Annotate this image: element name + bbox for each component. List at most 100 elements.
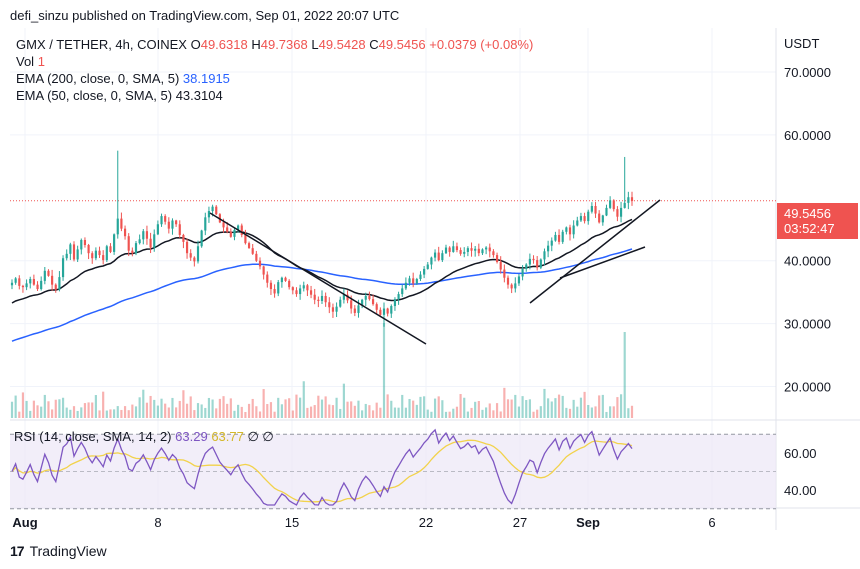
volume-bar [43, 394, 46, 418]
volume-bar [149, 395, 152, 418]
volume-bar [368, 405, 371, 418]
candle-body [572, 225, 575, 235]
candle-body [269, 282, 273, 290]
volume-bar [481, 409, 484, 418]
volume-bar [302, 381, 305, 418]
candle-body [196, 246, 200, 262]
candle-body [309, 290, 313, 295]
volume-bar [331, 405, 335, 418]
candle-body [29, 278, 32, 284]
candle-body [393, 299, 397, 307]
volume-bar [171, 397, 174, 418]
legend-h-label: H [251, 37, 261, 52]
candle-body [404, 282, 407, 289]
legend-ema50-label: EMA (50, close, 0, SMA, 5) [16, 88, 173, 103]
legend-ema200: EMA (200, close, 0, SMA, 5) 38.1915 [16, 71, 230, 86]
rsi-line [11, 428, 633, 506]
candle-body [193, 257, 196, 262]
volume-bar [229, 398, 232, 418]
trendline-up-2[interactable] [559, 246, 646, 279]
candle-body [131, 250, 134, 254]
candle-body [142, 231, 145, 240]
candle-body [463, 251, 466, 254]
candle-body [590, 206, 593, 212]
volume-bar [138, 397, 141, 418]
legend-o-label: O [190, 37, 201, 52]
volume-bar [408, 398, 411, 418]
candle-body [175, 220, 178, 225]
volume-bar [269, 402, 273, 418]
candle-body [123, 228, 127, 237]
volume-bar [514, 394, 517, 418]
candle-body [510, 284, 513, 289]
candle-body [36, 284, 39, 290]
volume-bar [226, 403, 229, 418]
rsi-legend: RSI (14, close, SMA, 14, 2) 63.29 63.77 … [14, 429, 274, 445]
legend-vol-value: 1 [37, 54, 45, 69]
volume-bar [386, 394, 389, 418]
volume-bar [54, 399, 57, 418]
volume-bar [156, 405, 159, 418]
candle-body [528, 258, 531, 265]
volume-bar [10, 401, 14, 418]
volume-bar [196, 403, 200, 418]
rsi-ma-value: 63.77 [211, 429, 244, 444]
trendline-down[interactable] [209, 212, 427, 345]
candle-body [91, 253, 94, 259]
candle-body [364, 295, 367, 300]
candle-body [547, 245, 550, 252]
candle-body [390, 306, 393, 314]
candle-body [69, 244, 72, 254]
volume-bar [579, 397, 583, 418]
candle-body [328, 302, 331, 308]
trendlines[interactable] [209, 199, 661, 345]
candle-body [72, 244, 76, 260]
footer: 17 TradingView [10, 543, 107, 559]
volume-bar [18, 411, 21, 418]
candle-body [452, 246, 455, 252]
candle-body [116, 218, 119, 235]
rsi-extra: ∅ ∅ [247, 429, 274, 444]
candle-body [94, 250, 97, 259]
legend-vol-label: Vol [16, 54, 35, 69]
volume-bar [182, 390, 185, 418]
volume-bar [189, 396, 192, 418]
volume-bar [612, 406, 615, 418]
volume-bar [630, 405, 634, 418]
volume-bar [382, 323, 386, 418]
volume-bar [284, 399, 287, 418]
volume-bar [353, 405, 356, 418]
volume-bar [452, 408, 455, 418]
candle-body [335, 306, 338, 312]
volume-bar [568, 408, 572, 418]
candle-body [576, 220, 579, 226]
volume-bar [211, 399, 214, 418]
candle-body [98, 250, 101, 256]
volume-bar [328, 404, 331, 418]
volume-bar [528, 399, 531, 418]
candle-body [40, 280, 43, 290]
legend-ema50: EMA (50, close, 0, SMA, 5) 43.3104 [16, 88, 223, 103]
candle-body [178, 224, 181, 235]
candle-body [470, 248, 473, 251]
volume-bar [123, 406, 127, 418]
candle-body [284, 277, 287, 281]
candle-body [605, 207, 608, 216]
volume-bar [430, 411, 433, 418]
candle-body [189, 253, 192, 258]
volume-bar [83, 403, 87, 418]
volume-bar [193, 410, 196, 418]
candle-body [532, 258, 535, 261]
candle-body [339, 299, 342, 307]
candle-body [102, 255, 105, 261]
volume-bar [576, 406, 579, 418]
candle-body [87, 245, 90, 254]
candle-body [258, 260, 262, 267]
trendline-up-1[interactable] [529, 199, 661, 304]
y-tick-label: 30.0000 [784, 317, 831, 332]
volume-bar [21, 392, 25, 418]
volume-bar [532, 411, 535, 418]
volume-bar [29, 410, 32, 418]
candle-body [324, 295, 327, 303]
